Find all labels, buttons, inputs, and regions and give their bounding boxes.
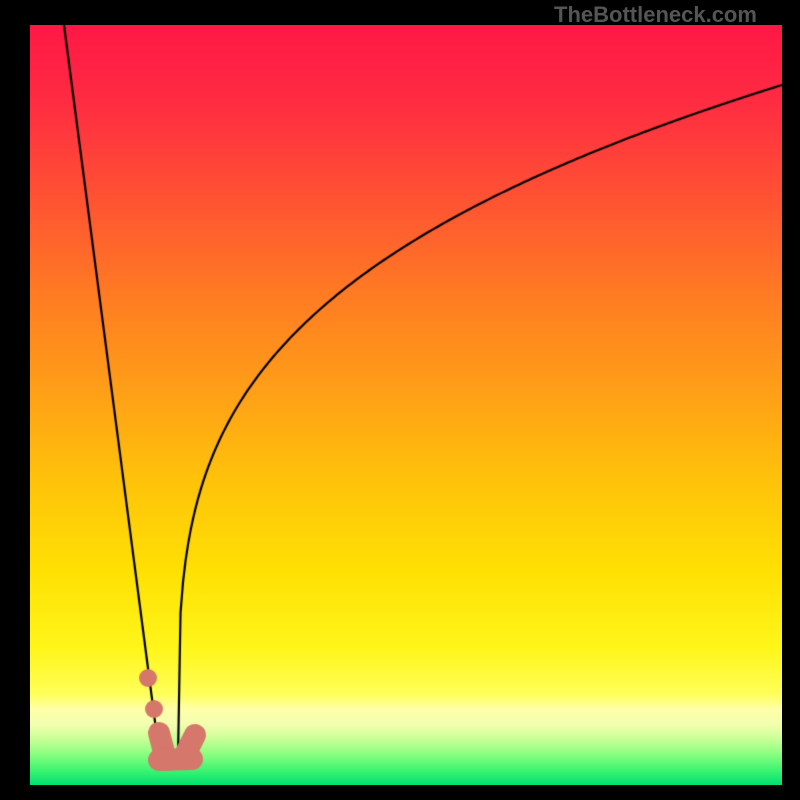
- chart-stage: TheBottleneck.com: [0, 0, 800, 800]
- watermark-label: TheBottleneck.com: [554, 2, 757, 28]
- curves-layer: [0, 0, 800, 800]
